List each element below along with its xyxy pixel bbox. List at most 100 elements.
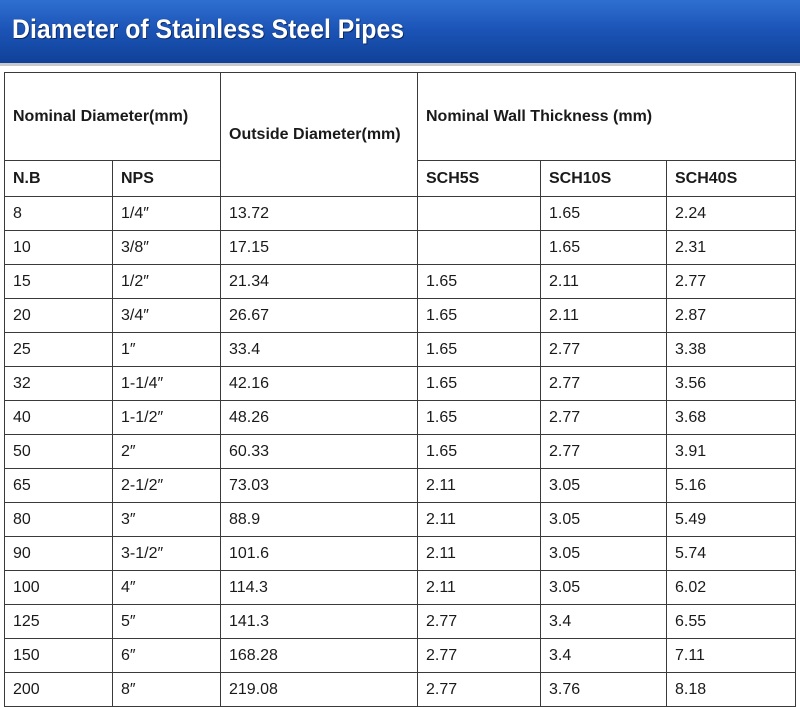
- cell-sch10s: 2.77: [540, 434, 667, 469]
- cell-nb: 80: [4, 502, 113, 537]
- cell-sch40s: 3.38: [666, 332, 796, 367]
- cell-outside-diameter: 33.4: [220, 332, 418, 367]
- table-row: 65 2-1/2″ 73.03 2.11 3.05 5.16: [4, 468, 796, 503]
- cell-sch10s: 1.65: [540, 196, 667, 231]
- cell-nps: 1-1/4″: [112, 366, 221, 401]
- cell-outside-diameter: 114.3: [220, 570, 418, 605]
- cell-sch40s: 5.49: [666, 502, 796, 537]
- table-body: 8 1/4″ 13.72 1.65 2.24 10 3/8″ 17.15 1.65 2.31 15 1…: [4, 196, 796, 707]
- table-row: 40 1-1/2″ 48.26 1.65 2.77 3.68: [4, 400, 796, 435]
- cell-nb: 25: [4, 332, 113, 367]
- cell-nb: 125: [4, 604, 113, 639]
- page-title: Diameter of Stainless Steel Pipes: [12, 14, 405, 44]
- cell-nps: 1/2″: [112, 264, 221, 299]
- cell-outside-diameter: 101.6: [220, 536, 418, 571]
- cell-outside-diameter: 26.67: [220, 298, 418, 333]
- cell-sch5s: 1.65: [417, 298, 541, 333]
- header-nps: NPS: [112, 160, 221, 197]
- cell-sch10s: 2.77: [540, 332, 667, 367]
- cell-sch5s: 1.65: [417, 366, 541, 401]
- cell-sch40s: 7.11: [666, 638, 796, 673]
- cell-sch5s: 1.65: [417, 400, 541, 435]
- table-row: 200 8″ 219.08 2.77 3.76 8.18: [4, 672, 796, 707]
- cell-nps: 3-1/2″: [112, 536, 221, 571]
- cell-nps: 3/4″: [112, 298, 221, 333]
- cell-sch10s: 3.05: [540, 570, 667, 605]
- cell-sch40s: 2.24: [666, 196, 796, 231]
- cell-nps: 1-1/2″: [112, 400, 221, 435]
- table-row: 15 1/2″ 21.34 1.65 2.11 2.77: [4, 264, 796, 299]
- cell-sch10s: 3.4: [540, 638, 667, 673]
- header-row-top: Nominal Diameter(mm) Outside Diameter(mm…: [4, 72, 796, 197]
- cell-sch5s: 2.11: [417, 502, 541, 537]
- cell-outside-diameter: 141.3: [220, 604, 418, 639]
- table-row: 150 6″ 168.28 2.77 3.4 7.11: [4, 638, 796, 673]
- cell-sch5s: [417, 230, 541, 265]
- cell-nps: 2″: [112, 434, 221, 469]
- table-row: 80 3″ 88.9 2.11 3.05 5.49: [4, 502, 796, 537]
- cell-sch10s: 2.77: [540, 400, 667, 435]
- cell-nps: 3/8″: [112, 230, 221, 265]
- cell-sch40s: 3.91: [666, 434, 796, 469]
- cell-nb: 65: [4, 468, 113, 503]
- cell-sch40s: 2.31: [666, 230, 796, 265]
- cell-sch10s: 2.77: [540, 366, 667, 401]
- header-sch10s: SCH10S: [540, 160, 667, 197]
- header-nb: N.B: [4, 160, 113, 197]
- table-row: 8 1/4″ 13.72 1.65 2.24: [4, 196, 796, 231]
- pipe-diameter-table: Nominal Diameter(mm) Outside Diameter(mm…: [4, 72, 796, 707]
- cell-sch40s: 5.16: [666, 468, 796, 503]
- cell-nb: 15: [4, 264, 113, 299]
- cell-sch5s: 1.65: [417, 332, 541, 367]
- cell-nb: 50: [4, 434, 113, 469]
- banner-divider: [0, 63, 800, 66]
- cell-nb: 200: [4, 672, 113, 707]
- cell-nps: 8″: [112, 672, 221, 707]
- cell-nb: 20: [4, 298, 113, 333]
- header-outside-diameter: Outside Diameter(mm): [220, 72, 418, 197]
- cell-outside-diameter: 73.03: [220, 468, 418, 503]
- cell-nps: 3″: [112, 502, 221, 537]
- cell-sch10s: 3.05: [540, 502, 667, 537]
- cell-sch10s: 2.11: [540, 264, 667, 299]
- cell-sch10s: 3.4: [540, 604, 667, 639]
- cell-nps: 1/4″: [112, 196, 221, 231]
- table-row: 90 3-1/2″ 101.6 2.11 3.05 5.74: [4, 536, 796, 571]
- cell-sch40s: 6.02: [666, 570, 796, 605]
- table-row: 20 3/4″ 26.67 1.65 2.11 2.87: [4, 298, 796, 333]
- table-row: 100 4″ 114.3 2.11 3.05 6.02: [4, 570, 796, 605]
- cell-nb: 32: [4, 366, 113, 401]
- cell-nps: 4″: [112, 570, 221, 605]
- cell-outside-diameter: 88.9: [220, 502, 418, 537]
- cell-outside-diameter: 60.33: [220, 434, 418, 469]
- cell-outside-diameter: 21.34: [220, 264, 418, 299]
- table-row: 125 5″ 141.3 2.77 3.4 6.55: [4, 604, 796, 639]
- cell-outside-diameter: 13.72: [220, 196, 418, 231]
- header-sch5s: SCH5S: [417, 160, 541, 197]
- cell-nps: 1″: [112, 332, 221, 367]
- page-banner: Diameter of Stainless Steel Pipes: [0, 0, 800, 66]
- cell-sch10s: 2.11: [540, 298, 667, 333]
- cell-nb: 90: [4, 536, 113, 571]
- header-wall-thickness: Nominal Wall Thickness (mm): [417, 72, 796, 161]
- table-row: 10 3/8″ 17.15 1.65 2.31: [4, 230, 796, 265]
- cell-sch40s: 5.74: [666, 536, 796, 571]
- cell-sch10s: 3.05: [540, 536, 667, 571]
- cell-outside-diameter: 219.08: [220, 672, 418, 707]
- header-row-bottom: N.B NPS SCH5S SCH10S SCH40S: [4, 160, 796, 197]
- cell-nb: 10: [4, 230, 113, 265]
- cell-nb: 150: [4, 638, 113, 673]
- table-row: 25 1″ 33.4 1.65 2.77 3.38: [4, 332, 796, 367]
- table-row: 50 2″ 60.33 1.65 2.77 3.91: [4, 434, 796, 469]
- cell-nps: 6″: [112, 638, 221, 673]
- cell-outside-diameter: 48.26: [220, 400, 418, 435]
- cell-outside-diameter: 168.28: [220, 638, 418, 673]
- cell-sch40s: 3.56: [666, 366, 796, 401]
- cell-sch40s: 2.87: [666, 298, 796, 333]
- cell-outside-diameter: 42.16: [220, 366, 418, 401]
- cell-sch5s: 1.65: [417, 264, 541, 299]
- cell-sch40s: 3.68: [666, 400, 796, 435]
- cell-outside-diameter: 17.15: [220, 230, 418, 265]
- table-row: 32 1-1/4″ 42.16 1.65 2.77 3.56: [4, 366, 796, 401]
- cell-sch5s: 2.11: [417, 536, 541, 571]
